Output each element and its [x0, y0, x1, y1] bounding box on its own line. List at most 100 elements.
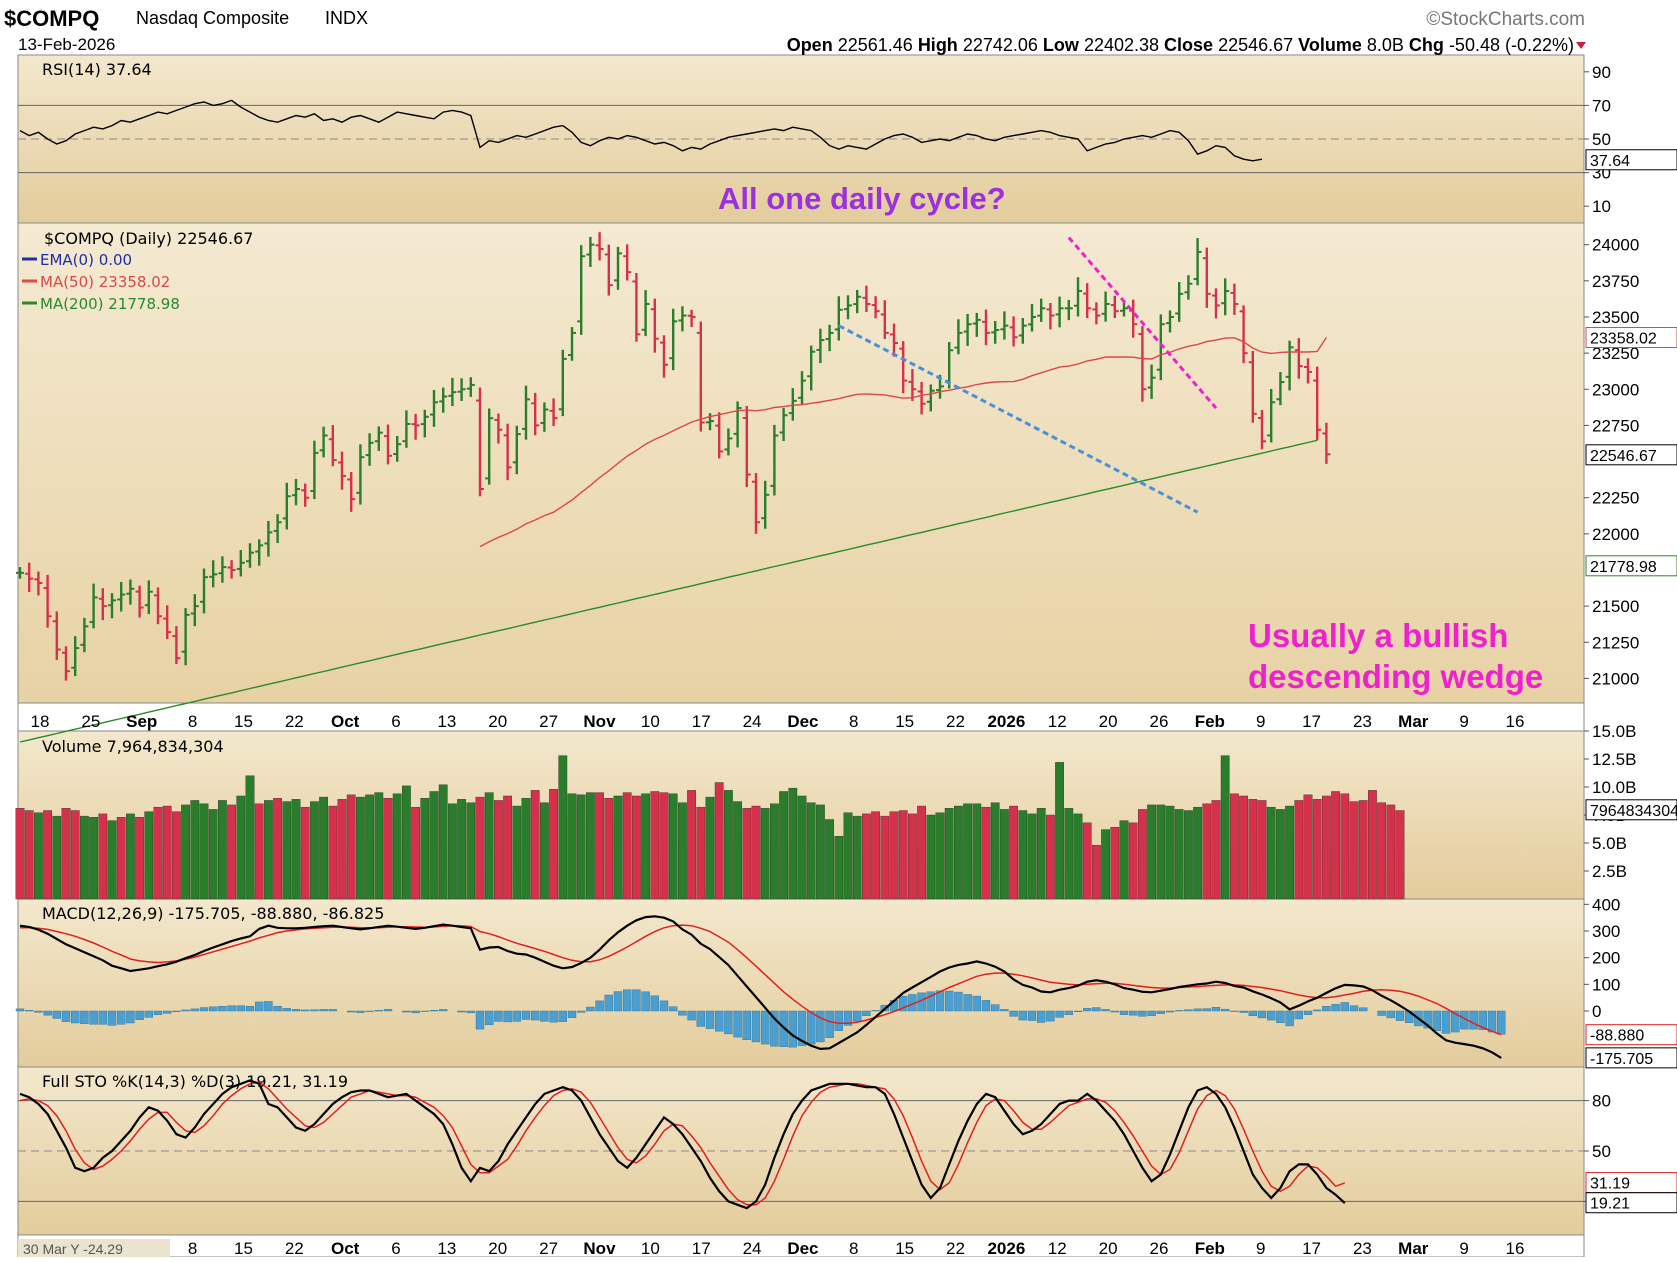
volume-bar — [1321, 795, 1331, 900]
bottom-x-axis-label: 27 — [539, 1239, 558, 1257]
bottom-x-axis-label: 22 — [946, 1239, 965, 1257]
macd-histogram-bar — [521, 1010, 531, 1020]
volume-bar — [1395, 810, 1405, 900]
volume-bar — [1119, 820, 1129, 900]
macd-histogram-bar — [494, 1010, 503, 1022]
volume-bar — [1110, 827, 1120, 900]
bottom-x-axis-label: 15 — [895, 1239, 914, 1257]
macd-histogram-bar — [70, 1010, 80, 1024]
quote-volume-value: 8.0B — [1367, 35, 1404, 55]
volume-bar — [116, 817, 126, 900]
macd-histogram-bar — [641, 991, 650, 1012]
macd-axis-tick-label: 100 — [1592, 975, 1620, 994]
volume-bar — [1156, 804, 1166, 900]
macd-histogram-bar — [1423, 1010, 1432, 1029]
macd-histogram-bar — [696, 1010, 705, 1027]
ma50-value-tag: 23358.02 — [1590, 331, 1657, 348]
macd-histogram-bar — [1220, 1008, 1230, 1012]
macd-histogram-bar — [963, 994, 972, 1012]
quote-high-label: High — [918, 35, 958, 55]
rsi-legend: RSI(14) 37.64 — [42, 60, 152, 79]
macd-axis-tick-label: 0 — [1592, 1002, 1601, 1021]
macd-signal-value-box — [1585, 1024, 1677, 1046]
bottom-x-axis-label: 6 — [391, 1239, 400, 1257]
volume-bar — [1137, 809, 1147, 900]
volume-bar — [1220, 755, 1230, 900]
volume-bar — [981, 806, 991, 900]
volume-bar — [714, 782, 724, 900]
macd-histogram-bar — [871, 1010, 880, 1012]
macd-histogram-bar — [236, 1005, 246, 1012]
volume-bar — [273, 798, 282, 900]
price-axis-tick-label: 23500 — [1592, 308, 1639, 327]
volume-bar — [43, 810, 53, 900]
x-axis-label: Dec — [787, 712, 818, 731]
close-value-tag-box — [1585, 444, 1677, 466]
volume-bar — [990, 802, 1000, 900]
volume-bar — [310, 801, 319, 900]
macd-histogram-bar — [1000, 1009, 1009, 1012]
macd-histogram-bar — [420, 1010, 429, 1012]
volume-bar — [1358, 800, 1368, 900]
volume-bar — [576, 794, 586, 900]
volume-bar — [181, 804, 190, 900]
volume-bar — [337, 799, 347, 900]
quote-close-value: 22546.67 — [1218, 35, 1293, 55]
volume-bar — [1386, 804, 1396, 900]
volume-bar — [742, 808, 752, 900]
volume-bar — [1202, 803, 1212, 900]
volume-bar — [898, 810, 908, 900]
macd-histogram-bar — [742, 1010, 751, 1040]
quote-low-label: Low — [1043, 35, 1080, 55]
volume-bar — [1082, 822, 1092, 900]
macd-histogram-bar — [1092, 1007, 1101, 1012]
macd-histogram-bar — [807, 1010, 816, 1045]
bottom-x-axis-label: Dec — [787, 1239, 818, 1257]
macd-histogram-bar — [80, 1010, 89, 1025]
sto-k-line — [19, 1079, 1346, 1210]
volume-bar — [420, 798, 430, 900]
volume-bar — [889, 811, 899, 900]
macd-histogram-bar — [1496, 1010, 1506, 1035]
symbol: $COMPQ — [4, 6, 99, 31]
volume-bar — [1036, 808, 1046, 900]
volume-bar — [733, 801, 743, 900]
x-axis-label: 17 — [692, 712, 711, 731]
volume-bar — [1248, 799, 1258, 900]
macd-histogram-bar — [1165, 1010, 1175, 1013]
quote-open-label: Open — [787, 35, 833, 55]
x-axis-label: 16 — [1506, 712, 1525, 731]
macd-histogram-bar — [135, 1010, 144, 1021]
macd-value: -175.705 — [1590, 1051, 1653, 1068]
volume-bar — [457, 799, 466, 900]
price-axis-tick-label: 23750 — [1592, 272, 1639, 291]
macd-histogram-bar — [650, 995, 659, 1012]
macd-histogram-bar — [1064, 1010, 1074, 1015]
bottom-x-axis-label: Nov — [583, 1239, 616, 1257]
macd-histogram-bar — [1128, 1010, 1138, 1016]
bottom-x-axis-label: 20 — [1099, 1239, 1118, 1257]
volume-bar — [1239, 795, 1249, 900]
volume-bar — [1027, 813, 1037, 900]
quote-high-value: 22742.06 — [963, 35, 1038, 55]
macd-histogram-bar — [1312, 1009, 1322, 1012]
volume-bar — [604, 798, 614, 900]
cycle-annotation: All one daily cycle? — [718, 181, 1006, 216]
macd-histogram-bar — [549, 1010, 558, 1023]
x-axis-label: Nov — [583, 712, 616, 731]
volume-bar — [494, 800, 503, 900]
macd-histogram-bar — [98, 1010, 108, 1025]
macd-line — [19, 915, 1502, 1059]
volume-bar — [1064, 808, 1074, 900]
macd-histogram-bar — [843, 1010, 853, 1026]
macd-histogram-bar — [254, 1001, 264, 1012]
macd-histogram-bar — [512, 1010, 521, 1022]
volume-bar — [935, 812, 945, 900]
macd-histogram-bar — [1303, 1010, 1313, 1015]
macd-histogram-bar — [162, 1010, 172, 1014]
ma50-value-tag-box — [1585, 327, 1677, 349]
x-axis-label: 6 — [391, 712, 400, 731]
volume-bar — [52, 815, 62, 900]
volume-bar — [1266, 806, 1276, 900]
macd-histogram-bar — [1036, 1010, 1046, 1023]
